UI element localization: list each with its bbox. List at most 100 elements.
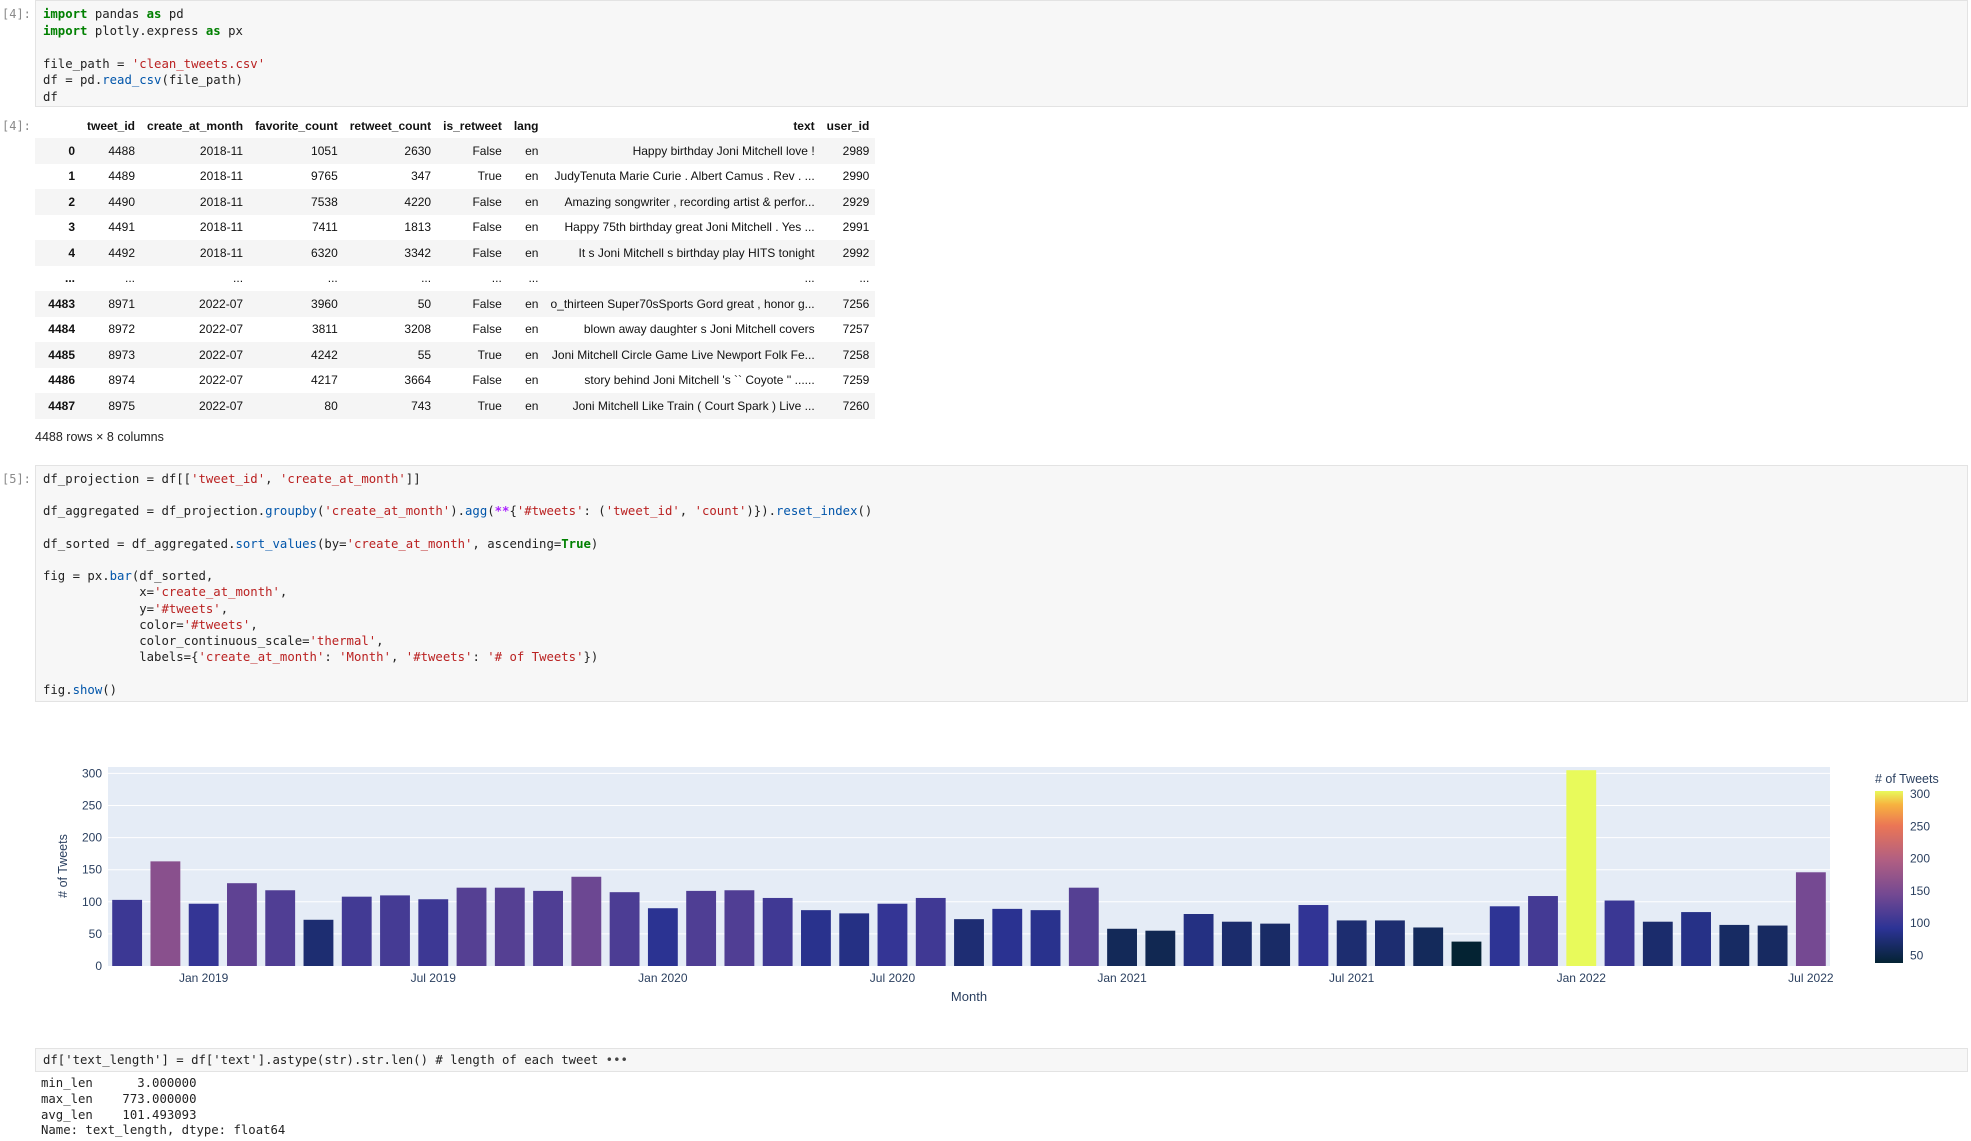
bar-2021-06[interactable]	[1298, 905, 1329, 966]
bar-2021-04[interactable]	[1221, 921, 1252, 966]
colorbar-tick-label: 100	[1910, 916, 1930, 930]
table-cell: 2018-11	[199, 169, 244, 184]
y-axis-label: # of Tweets	[56, 834, 70, 898]
bar-2021-01[interactable]	[1107, 928, 1137, 966]
bar-2018-11[interactable]	[112, 899, 143, 966]
bar-2021-07[interactable]	[1336, 920, 1367, 966]
bar-2019-10[interactable]	[533, 890, 563, 966]
more-icon[interactable]: •••	[605, 1053, 628, 1067]
code-editor[interactable]: df['text_length'] = df['text'].astype(st…	[36, 1049, 1967, 1072]
bar-2020-06[interactable]	[839, 913, 870, 966]
code-cell-input[interactable]: df_projection = df[['tweet_id', 'create_…	[35, 465, 1968, 702]
colorbar-tick-label: 150	[1910, 884, 1930, 898]
table-row: 1 4489 2018-11 9765 347 True en JudyTenuta Mari…	[35, 164, 875, 190]
bar-2018-12[interactable]	[150, 861, 181, 966]
table-cell: en	[525, 398, 539, 413]
code-cell-input[interactable]: import pandas as pd import plotly.expres…	[35, 0, 1968, 107]
table-cell: 4217	[311, 373, 338, 388]
bar-2021-10[interactable]	[1451, 941, 1482, 966]
table-cell: 1813	[404, 220, 432, 235]
bar-2020-04[interactable]	[762, 897, 793, 966]
code-editor[interactable]: df_projection = df[['tweet_id', 'create_…	[36, 466, 1967, 703]
bar-2021-12[interactable]	[1528, 896, 1558, 966]
bar-2019-08[interactable]	[456, 887, 487, 966]
bar-2022-01[interactable]	[1566, 770, 1597, 966]
table-cell: ...	[421, 271, 432, 286]
table-cell: 2018-11	[199, 220, 244, 235]
code-cell-input[interactable]: df['text_length'] = df['text'].astype(st…	[35, 1048, 1968, 1072]
table-header-row: tweet_id create_at_month favorite_count ret…	[35, 114, 875, 138]
bar-2020-03[interactable]	[724, 890, 755, 966]
bar-2020-09[interactable]	[954, 919, 984, 966]
x-tick-label: Jul 2019	[411, 971, 457, 985]
column-header: user_id	[826, 119, 870, 133]
table-cell: 2929	[842, 194, 870, 209]
bar-2020-01[interactable]	[647, 908, 678, 966]
column-header	[35, 114, 81, 138]
bar-2020-02[interactable]	[686, 890, 717, 966]
code-line: color='#tweets',	[43, 617, 258, 632]
bar-2020-05[interactable]	[801, 910, 831, 966]
table-cell: 55	[417, 347, 432, 362]
bar-2019-03[interactable]	[265, 890, 296, 966]
bar-2019-11[interactable]	[571, 876, 602, 966]
bar-2021-02[interactable]	[1145, 930, 1176, 966]
bar-2019-02[interactable]	[227, 883, 257, 966]
bar-2021-11[interactable]	[1489, 906, 1520, 966]
x-tick-label: Jul 2020	[870, 971, 916, 985]
bar-2021-09[interactable]	[1413, 927, 1444, 966]
bar-2022-02[interactable]	[1604, 900, 1635, 966]
table-cell: Joni Mitchell Circle Game Live Newport F…	[551, 347, 815, 362]
bar-2021-05[interactable]	[1260, 923, 1291, 966]
input-prompt: [4]:	[2, 7, 31, 21]
bar-2019-07[interactable]	[418, 899, 449, 966]
column-header: text	[793, 119, 815, 133]
table-cell: ...	[327, 271, 338, 286]
table-cell: 3960	[311, 296, 338, 311]
table-cell: 1051	[311, 143, 338, 158]
table-cell: ...	[528, 271, 539, 286]
bar-2019-01[interactable]	[188, 903, 219, 966]
bar-2022-06[interactable]	[1757, 925, 1788, 966]
table-cell: en	[525, 143, 539, 158]
table-cell: False	[472, 373, 502, 388]
bar-2022-04[interactable]	[1681, 912, 1711, 966]
bar-2020-11[interactable]	[1030, 910, 1061, 966]
table-cell: False	[472, 194, 502, 209]
code-editor[interactable]: import pandas as pd import plotly.expres…	[36, 1, 1967, 110]
row-index: 0	[68, 143, 75, 158]
bar-2019-05[interactable]	[341, 896, 372, 966]
column-header: favorite_count	[255, 119, 338, 133]
bar-2019-09[interactable]	[494, 887, 525, 966]
colorbar	[1875, 791, 1903, 963]
table-cell: en	[525, 169, 539, 184]
bar-2019-12[interactable]	[609, 892, 640, 966]
table-cell: It s Joni Mitchell s birthday play HITS …	[578, 245, 815, 260]
table-cell: 8974	[108, 373, 136, 388]
colorbar-tick-label: 300	[1910, 787, 1930, 801]
table-cell: False	[472, 322, 502, 337]
table-row: ...........................	[35, 266, 875, 292]
code-line: fig = px.bar(df_sorted,	[43, 569, 214, 584]
bar-2020-07[interactable]	[877, 903, 908, 966]
bar-2019-04[interactable]	[303, 919, 334, 966]
table-cell: 7411	[311, 220, 338, 235]
table-cell: en	[525, 220, 539, 235]
bar-2020-10[interactable]	[992, 908, 1023, 966]
bar-2022-03[interactable]	[1642, 921, 1673, 966]
dataframe-table: tweet_id create_at_month favorite_count ret…	[35, 114, 876, 419]
bar-2020-12[interactable]	[1068, 887, 1099, 966]
row-index: 4487	[48, 398, 75, 413]
bar-2020-08[interactable]	[915, 897, 946, 966]
table-cell: 2018-11	[199, 143, 244, 158]
table-cell: 347	[411, 169, 432, 184]
bar-2022-05[interactable]	[1719, 924, 1750, 966]
bar-2021-03[interactable]	[1183, 914, 1214, 966]
bar-2021-08[interactable]	[1375, 920, 1405, 966]
table-cell: 4488	[108, 143, 136, 158]
bar-2019-06[interactable]	[380, 895, 410, 966]
bar-2022-07[interactable]	[1795, 872, 1826, 966]
bar-chart[interactable]: 0 50 100 150 200 250 300 Jan 2019 Jul 2019 Jan 2…	[0, 745, 1971, 1015]
column-header: is_retweet	[443, 119, 502, 133]
row-index: ...	[64, 271, 75, 286]
